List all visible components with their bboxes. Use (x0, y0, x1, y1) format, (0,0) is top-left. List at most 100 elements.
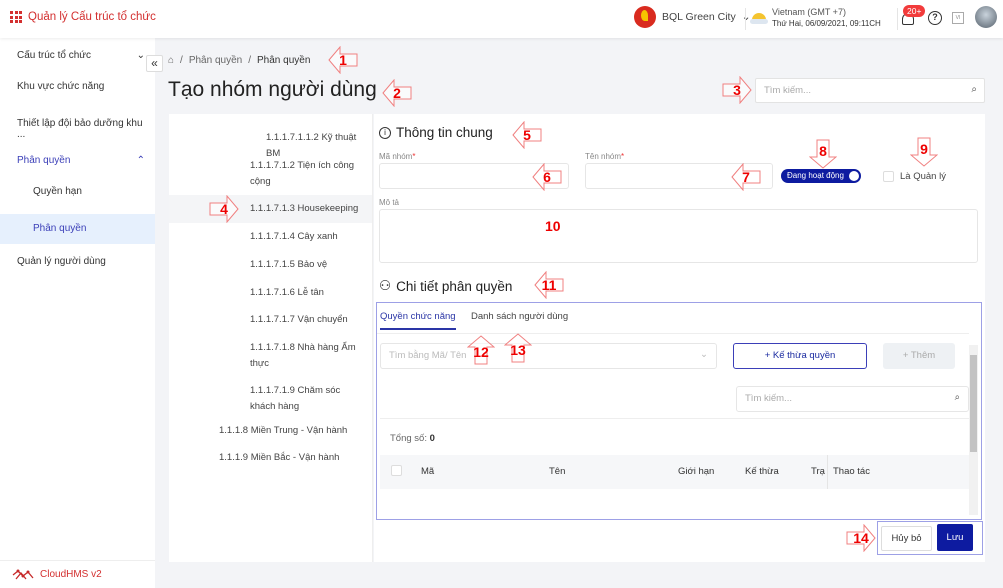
sidebar-item-label: Phân quyền (17, 155, 71, 166)
callout-arrow-2: 2 (382, 79, 412, 107)
section-title: Thông tin chung (396, 125, 493, 140)
sidebar-item-rights[interactable]: Quyền hạn (33, 186, 82, 197)
status-toggle[interactable]: Đang hoạt động (781, 169, 861, 183)
column-header-inherit[interactable]: Kế thừa (745, 466, 779, 477)
app-grid-icon[interactable] (10, 11, 22, 23)
app-title-text: Quản lý Cấu trúc tổ chức (28, 11, 156, 23)
sidebar-item-org-structure[interactable]: Cấu trúc tổ chức ⌄ (17, 50, 145, 61)
info-icon: i (379, 126, 391, 139)
sidebar-footer: CloudHMS v2 (0, 560, 155, 588)
search-icon[interactable]: ⌕ (971, 84, 977, 95)
sidebar-item-label: Thiết lập đội bảo dưỡng khu ... (17, 118, 143, 140)
divider (380, 418, 969, 419)
cloudhms-logo-icon (12, 569, 34, 579)
sidebar-item-user-management[interactable]: Quản lý người dùng (17, 256, 145, 267)
breadcrumb: ⌂ / Phân quyền / Phân quyền (168, 55, 310, 66)
tree-node[interactable]: 1.1.1.7.1.6 Lễ tân (250, 287, 324, 298)
sidebar-item-label: Khu vực chức năng (17, 81, 105, 92)
name-label: Tên nhóm* (585, 152, 625, 161)
tree-node[interactable]: 1.1.1.7.1.1.2 Kỹ thuật BM (266, 132, 357, 159)
callout-arrow-7: 7 (731, 163, 761, 191)
column-header-code[interactable]: Mã (421, 466, 435, 477)
select-placeholder: Tìm bằng Mã/ Tên (389, 350, 467, 361)
notification-badge: 20+ (903, 5, 926, 17)
sidebar-item-permissions[interactable]: Phân quyền ⌃ (17, 155, 145, 166)
select-all-checkbox[interactable] (391, 465, 402, 476)
scrollbar[interactable] (969, 345, 978, 515)
tree-node[interactable]: 1.1.1.7.1.9 Chăm sóc khách hàng (250, 385, 341, 412)
chevron-up-icon: ⌃ (136, 155, 145, 166)
inherit-rights-button[interactable]: + Kế thừa quyền (733, 343, 867, 369)
total-count: Tổng số: 0 (390, 433, 435, 444)
avatar[interactable] (975, 6, 997, 28)
org-selector[interactable]: BQL Green City ⌄ (634, 6, 751, 28)
chevron-down-icon: ⌄ (136, 50, 145, 61)
search-icon[interactable]: ⌕ (954, 392, 960, 403)
app-title[interactable]: Quản lý Cấu trúc tổ chức (10, 11, 156, 23)
product-name: CloudHMS v2 (40, 569, 102, 580)
tree-node[interactable]: 1.1.1.7.1.8 Nhà hàng Ẩm thực (250, 342, 356, 369)
chevron-down-icon: ⌄ (700, 349, 708, 360)
manager-label: Là Quản lý (900, 171, 946, 182)
timezone: Vietnam (GMT +7) (772, 7, 846, 17)
button-label: Kế thừa quyền (772, 350, 836, 361)
timezone-info: Vietnam (GMT +7) Thứ Hai, 06/09/2021, 09… (750, 7, 881, 28)
tree-node[interactable]: 1.1.1.7.1.2 Tiện ích công cộng (250, 160, 355, 187)
org-logo-icon (634, 6, 656, 28)
column-header-status[interactable]: Trạng thái (811, 466, 825, 477)
plus-icon: + (902, 350, 911, 361)
tree-node[interactable]: 1.1.1.7.1.5 Bảo vệ (250, 259, 328, 270)
callout-arrow-14: 14 (846, 524, 876, 552)
description-label: Mô tả (379, 198, 400, 207)
permission-select[interactable]: Tìm bằng Mã/ Tên ⌄ (380, 343, 717, 369)
permission-detail-heading: ⚇ Chi tiết phân quyền (379, 278, 512, 294)
button-label: Thêm (910, 350, 936, 361)
code-label: Mã nhóm* (379, 152, 416, 161)
sidebar-item-label: Quản lý người dùng (17, 256, 106, 267)
column-header-name[interactable]: Tên (549, 466, 566, 477)
tab-function-rights[interactable]: Quyền chức năng (380, 311, 456, 330)
divider (377, 333, 969, 334)
tab-user-list[interactable]: Danh sách người dùng (471, 311, 569, 322)
users-icon: ⚇ (379, 278, 392, 293)
breadcrumb-item[interactable]: Phân quyền (188, 55, 243, 66)
help-icon[interactable]: ? (928, 11, 942, 25)
column-header-actions[interactable]: Thao tác (827, 455, 967, 489)
weather-sun-icon (750, 12, 768, 24)
language-flag-icon[interactable]: VI (952, 12, 964, 24)
tree-node[interactable]: 1.1.1.7.1.4 Cây xanh (250, 231, 338, 242)
breadcrumb-sep: / (248, 55, 251, 66)
org-tree: 1.1.1.7.1.1.2 Kỹ thuật BM 1.1.1.7.1.2 Ti… (169, 114, 373, 562)
callout-arrow-5: 5 (512, 121, 542, 149)
general-info-heading: i Thông tin chung (379, 125, 493, 140)
sidebar-item-maintenance-team[interactable]: Thiết lập đội bảo dưỡng khu ... (17, 118, 145, 140)
callout-arrow-1: 1 (328, 46, 358, 74)
description-textarea[interactable] (379, 209, 978, 263)
table-search-input[interactable]: Tìm kiếm... ⌕ (736, 386, 969, 412)
actions-highlight (877, 521, 983, 555)
manager-checkbox[interactable] (883, 171, 894, 182)
section-title: Chi tiết phân quyền (396, 278, 513, 294)
callout-10: 10 (545, 218, 561, 234)
sidebar-item-functional-area[interactable]: Khu vực chức năng (17, 81, 145, 92)
search-input[interactable]: Tìm kiếm... ⌕ (755, 78, 985, 103)
column-header-limit[interactable]: Giới hạn (678, 466, 715, 477)
tree-node-selected[interactable]: 1.1.1.7.1.3 Housekeeping (169, 195, 372, 223)
home-icon[interactable]: ⌂ (168, 55, 175, 66)
chevron-down-icon: ⌄ (741, 11, 751, 23)
sidebar-item-permission-assign[interactable]: Phân quyền (0, 214, 155, 244)
callout-arrow-11: 11 (534, 271, 564, 299)
add-button[interactable]: + Thêm (883, 343, 955, 369)
sidebar: Cấu trúc tổ chức ⌄ Khu vực chức năng Thiế… (0, 38, 155, 588)
org-name: BQL Green City (662, 11, 736, 23)
tree-node[interactable]: 1.1.1.7.1.7 Vận chuyển (250, 314, 348, 325)
save-button[interactable]: Lưu (937, 524, 973, 551)
page-title: Tạo nhóm người dùng (168, 78, 377, 101)
datetime: Thứ Hai, 06/09/2021, 09:11CH (772, 19, 881, 28)
divider (745, 8, 746, 30)
cancel-button[interactable]: Hủy bỏ (881, 526, 932, 551)
tree-node[interactable]: 1.1.1.9 Miền Bắc - Vận hành (219, 452, 340, 463)
callout-arrow-12: 12 (466, 335, 496, 365)
collapse-sidebar-button[interactable]: « (146, 55, 163, 72)
tree-node[interactable]: 1.1.1.8 Miền Trung - Vận hành (219, 425, 348, 436)
